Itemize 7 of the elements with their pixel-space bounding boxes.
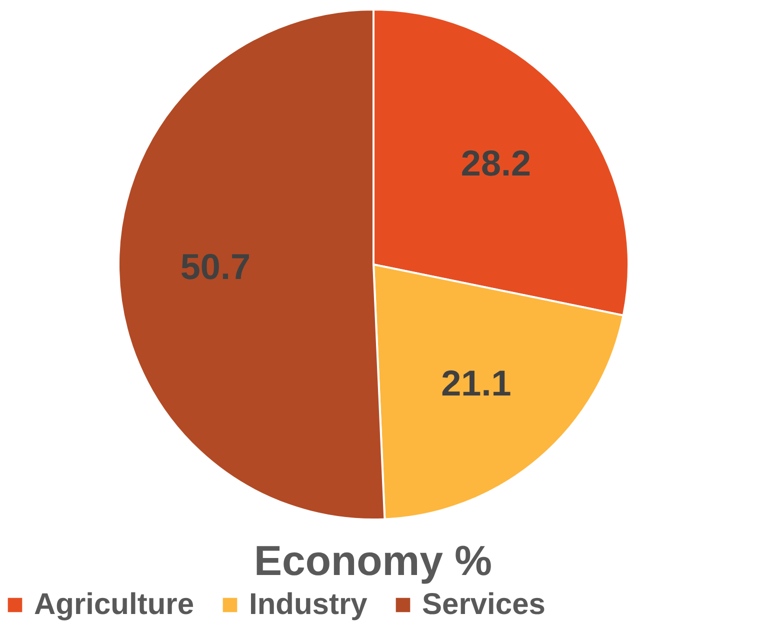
legend-label: Services [422,588,546,621]
legend-label: Industry [249,588,368,621]
data-label: 21.1 [441,362,512,404]
data-label: 50.7 [180,246,250,287]
legend-label: Agriculture [34,588,194,621]
text: Economy % [254,537,492,584]
data-label: 28.2 [460,142,531,184]
